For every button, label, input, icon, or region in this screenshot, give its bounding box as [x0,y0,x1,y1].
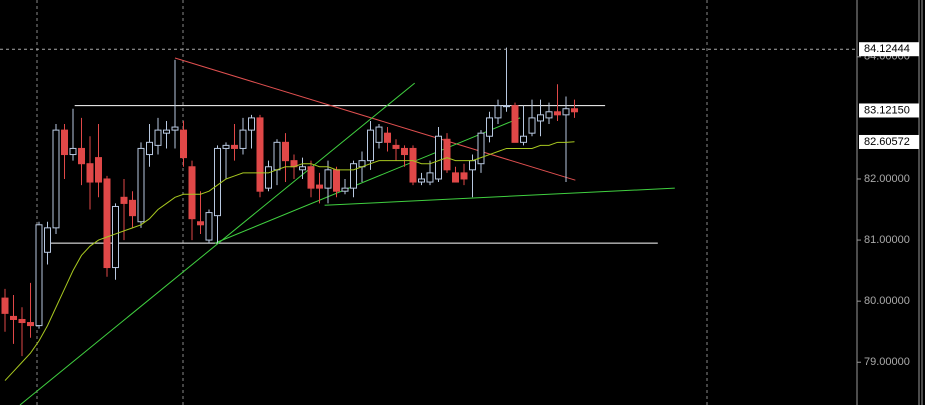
candle-body [146,141,153,156]
candle-body [120,196,128,204]
candle-body [86,163,94,183]
candle-body [171,126,179,131]
y-tick-label: 82.00000 [864,173,910,185]
candle-body [10,315,17,320]
candle-body [265,166,272,189]
candle-body [1,297,9,314]
candle-body [197,221,204,226]
price-label-box [859,134,919,149]
candle-body [163,129,170,134]
candle-body [537,114,544,122]
trend-line [214,117,521,244]
candle-body [52,129,60,229]
candle-body [44,227,51,253]
price-label: 84.12444 [864,43,910,55]
candle-body [282,141,289,162]
candle-body [409,147,417,183]
candle-body [316,184,323,189]
candle-body [112,205,119,269]
candle-body [460,172,468,180]
candle-body [341,187,349,192]
candle-body [494,105,502,119]
candle-body [95,157,102,183]
candle-body [384,132,391,143]
candle-body [188,166,196,220]
candle-body [511,105,519,143]
candle-body [239,129,247,149]
candle-body [333,169,340,192]
candle-body [392,144,400,149]
candle-body [129,199,136,217]
candle-body [18,318,26,324]
candle-body [469,160,476,171]
trend-line [174,57,576,181]
candle-body [299,166,306,171]
candle-body [137,147,145,223]
candle-body [350,163,357,189]
moving-average [4,141,575,381]
candle-body [324,169,332,189]
candle-body [35,224,43,327]
trend-line [19,82,416,405]
candle-body [545,111,553,119]
y-tick-label: 81.00000 [864,234,910,246]
candle-body [477,132,485,165]
candle-body [426,172,434,183]
price-label-box [859,42,919,57]
y-tick-label: 79.00000 [864,356,910,368]
candle-body [418,178,425,183]
y-tick-label: 80.00000 [864,295,910,307]
candle-body [401,147,408,156]
candle-body [571,108,578,113]
candle-body [214,147,221,217]
candle-body [435,135,442,180]
candle-body [452,172,459,183]
candle-body [375,126,383,143]
candle-body [222,144,230,149]
trend-line [324,187,675,206]
candle-body [562,108,570,116]
candle-body [27,322,34,327]
price-label-box [859,103,919,118]
candle-body [103,178,111,269]
candle-body [367,129,374,162]
candle-body [503,105,510,108]
candle-body [231,144,238,149]
candle-body [69,147,77,156]
candle-body [78,147,85,165]
candle-body [520,135,527,143]
candle-body [180,129,187,159]
candle-body [443,138,451,171]
price-label: 83.12150 [864,104,910,116]
candle-body [61,129,68,156]
price-label: 82.60572 [864,136,910,148]
candle-body [248,117,255,131]
candle-body [154,129,162,146]
candle-body [554,111,561,116]
candle-body [256,117,264,192]
candle-body [486,117,493,137]
candle-body [205,212,213,241]
candle-body [528,117,536,134]
candle-body [307,166,315,189]
candle-body [273,141,281,171]
